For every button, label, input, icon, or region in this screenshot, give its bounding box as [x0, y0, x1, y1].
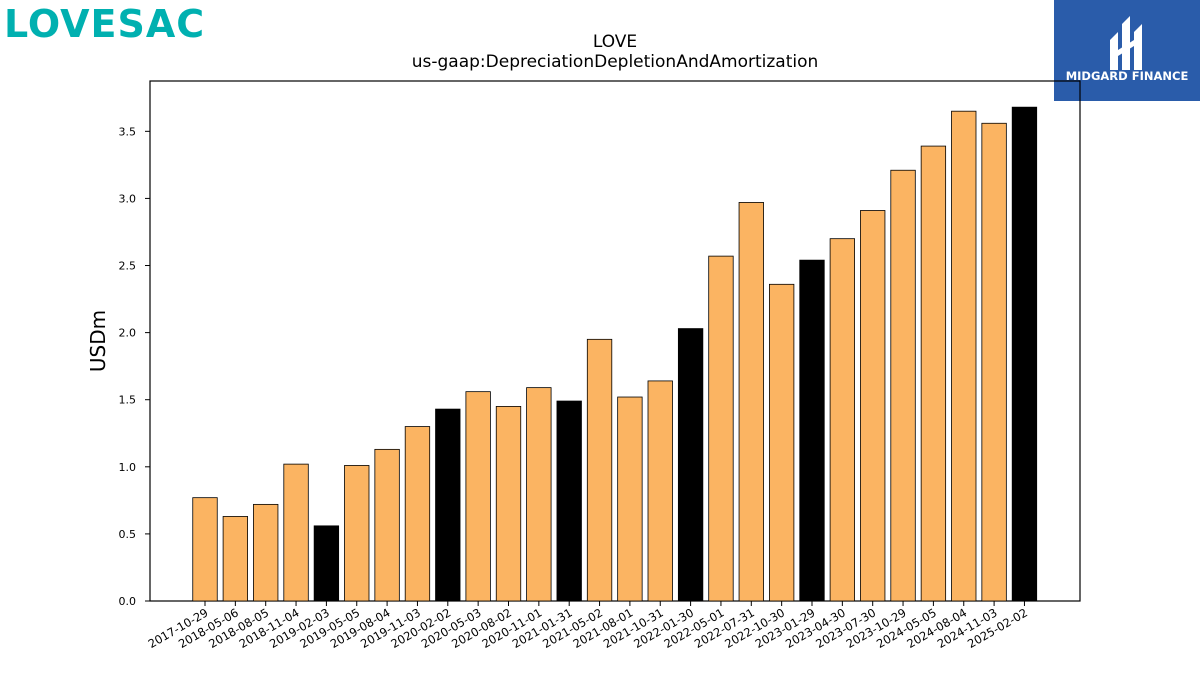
y-tick-label: 1.5	[119, 394, 137, 407]
bar	[344, 465, 370, 602]
bar	[617, 396, 643, 602]
y-axis-label: USDm	[86, 310, 110, 372]
midgard-mark-icon	[1110, 16, 1142, 70]
bar	[465, 391, 491, 602]
bar	[404, 426, 431, 602]
bar	[283, 463, 309, 602]
bar	[647, 380, 673, 602]
bar	[769, 283, 795, 602]
bar	[738, 202, 764, 602]
bar	[920, 145, 947, 602]
chart-title: LOVE	[592, 32, 638, 52]
bar	[829, 238, 855, 602]
bar	[374, 448, 400, 602]
plot-frame	[149, 80, 1081, 602]
bar	[799, 259, 825, 602]
bar	[860, 210, 886, 602]
bar	[526, 387, 552, 602]
bar	[951, 110, 977, 602]
brand-logo: LOVESAC	[4, 2, 205, 46]
bar	[708, 255, 734, 602]
bar	[1011, 106, 1038, 602]
bar	[677, 328, 704, 602]
bar	[890, 169, 916, 602]
bar	[556, 400, 582, 602]
y-tick-label: 3.0	[119, 192, 137, 205]
bar	[313, 525, 340, 602]
y-tick-label: 3.5	[119, 125, 137, 138]
y-tick-label: 0.0	[119, 595, 137, 608]
bar	[586, 338, 613, 602]
partner-logo: MIDGARD FINANCE	[1054, 0, 1200, 101]
bar	[495, 406, 522, 602]
y-tick-label: 2.5	[119, 260, 137, 273]
bar	[981, 122, 1007, 602]
chart-subtitle: us-gaap:DepreciationDepletionAndAmortiza…	[411, 52, 819, 72]
y-tick-label: 2.0	[119, 327, 137, 340]
bar	[253, 503, 279, 602]
bar	[222, 516, 249, 602]
bar	[192, 497, 218, 602]
bar	[435, 408, 461, 602]
partner-name: MIDGARD FINANCE	[1065, 69, 1189, 83]
brand-logo-text: LOVESAC	[4, 2, 206, 46]
y-tick-label: 0.5	[119, 528, 137, 541]
y-tick-label: 1.0	[119, 461, 137, 474]
